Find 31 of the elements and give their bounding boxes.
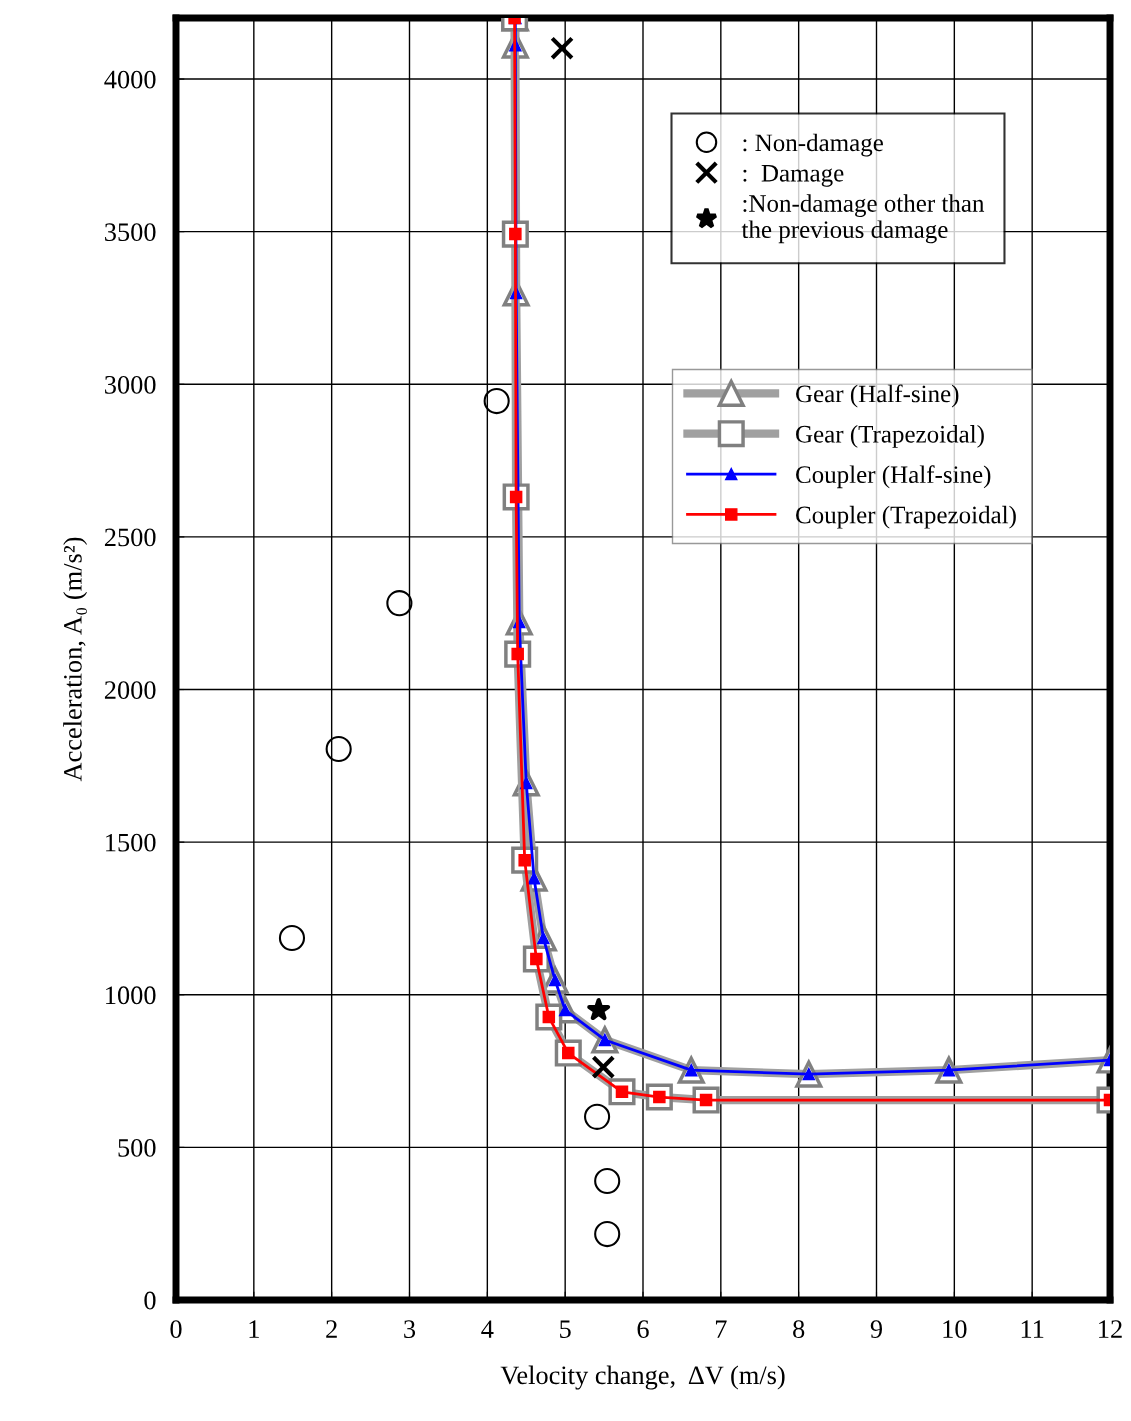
- x-tick-label: 6: [637, 1320, 649, 1339]
- y-tick-label: 500: [118, 1138, 156, 1157]
- x-tick-label: 12: [1099, 1320, 1122, 1338]
- legend-label: :Non-damage other than the previous damage: [741, 194, 985, 244]
- y-tick-label: 1500: [106, 833, 156, 852]
- y-axis-title: Acceleration, A₀ (m/s²): [63, 537, 88, 782]
- x-tick-label: 4: [481, 1320, 494, 1338]
- legend-label: : Damage: [743, 165, 844, 187]
- x-tick-label: 10: [943, 1320, 967, 1339]
- x-axis-title: Velocity change, ΔV (m/s): [500, 1365, 785, 1390]
- y-tick-label: 4000: [104, 70, 156, 89]
- y-tick-label: 2000: [104, 681, 156, 699]
- legend-label: Gear (Half-sine): [796, 384, 959, 408]
- x-tick-label: 7: [715, 1320, 727, 1338]
- x-tick-label: 8: [793, 1320, 805, 1339]
- legend-label: Coupler (Half-sine): [796, 465, 991, 489]
- x-tick-label: 3: [404, 1320, 416, 1339]
- x-tick-label: 2: [326, 1320, 337, 1338]
- y-tick-label: 3000: [105, 375, 156, 394]
- legend-label: : Non-damage: [743, 133, 883, 157]
- y-tick-label: 3500: [105, 223, 156, 242]
- legend-label: Coupler (Trapezoidal): [796, 505, 1016, 529]
- x-tick-label: 1: [249, 1320, 259, 1338]
- x-tick-label: 11: [1021, 1320, 1044, 1338]
- y-tick-label: 1000: [106, 986, 156, 1005]
- legend-label: Gear (Trapezoidal): [796, 425, 984, 448]
- x-tick-label: 9: [870, 1320, 883, 1339]
- x-tick-label: 0: [170, 1320, 182, 1339]
- y-tick-label: 2500: [104, 528, 156, 547]
- y-tick-label: 0: [144, 1291, 156, 1310]
- x-tick-label: 5: [560, 1320, 571, 1339]
